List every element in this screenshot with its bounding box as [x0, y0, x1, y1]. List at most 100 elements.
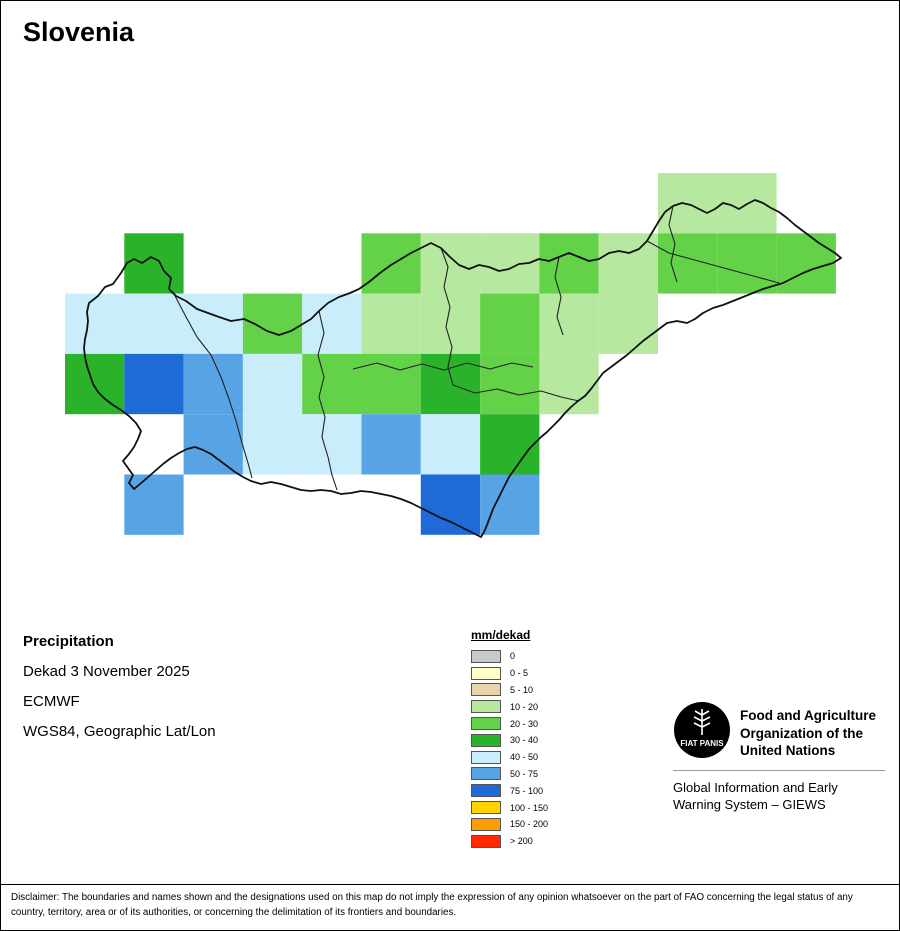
precip-cell	[658, 173, 718, 234]
precip-cell	[480, 414, 540, 475]
precip-cell	[480, 233, 540, 294]
legend-row: 50 - 75	[471, 766, 548, 783]
legend-label: 100 - 150	[510, 802, 549, 813]
fao-header: FIAT PANIS Food and Agriculture Organiza…	[673, 701, 885, 760]
legend-swatch	[471, 767, 501, 781]
legend-swatch	[471, 834, 501, 848]
giews-label: Global Information and Early Warning Sys…	[673, 779, 885, 814]
precip-cell	[776, 233, 836, 294]
precip-cell	[361, 233, 421, 294]
precip-cell	[302, 353, 362, 415]
precip-cell	[717, 233, 777, 294]
legend-label: 30 - 40	[510, 735, 539, 746]
precip-cell	[183, 293, 243, 354]
precip-cell	[124, 474, 184, 535]
legend-label: 150 - 200	[510, 819, 549, 830]
precip-cell	[361, 293, 421, 354]
legend-label: 10 - 20	[510, 701, 539, 712]
disclaimer-text: Disclaimer: The boundaries and names sho…	[11, 892, 853, 918]
precip-cell	[242, 414, 303, 475]
precip-cell	[598, 293, 658, 354]
legend-row: 0	[471, 648, 548, 665]
legend-title: mm/dekad	[471, 628, 531, 642]
legend-row: 150 - 200	[471, 816, 548, 833]
precip-cell	[539, 353, 599, 415]
precip-cell	[420, 233, 481, 294]
legend-rows: 0 0 - 5 5 - 10 10 - 20 20 - 30 30 - 40 40 - 50…	[471, 648, 548, 850]
map-info-block: Precipitation Dekad 3 November 2025 ECMW…	[23, 633, 216, 753]
country-borders	[83, 199, 842, 538]
precip-cell	[302, 414, 362, 475]
precip-cell	[420, 353, 481, 415]
legend-swatch	[471, 666, 501, 680]
precip-cell	[361, 353, 421, 415]
precip-cell	[183, 353, 243, 415]
legend-swatch	[471, 733, 501, 747]
legend-label: 0	[510, 651, 516, 662]
precip-cell	[539, 233, 599, 294]
precip-cell	[65, 293, 125, 354]
fao-logo-icon: FIAT PANIS	[674, 702, 730, 758]
precip-cell	[183, 414, 243, 475]
giews-line: Warning System – GIEWS	[673, 797, 826, 813]
fao-block: FIAT PANIS Food and Agriculture Organiza…	[673, 701, 885, 814]
legend-swatch	[471, 700, 501, 714]
legend-swatch	[471, 801, 501, 815]
precip-cell	[420, 293, 481, 354]
info-source: ECMWF	[23, 693, 80, 710]
fao-org-line: Organization of the	[740, 725, 863, 741]
giews-line: Global Information and Early	[673, 779, 838, 795]
precip-cell	[242, 293, 303, 354]
precip-cell	[124, 293, 184, 354]
legend-row: 75 - 100	[471, 782, 548, 799]
precip-cell	[598, 233, 658, 294]
legend-row: 10 - 20	[471, 698, 548, 715]
legend-swatch	[471, 817, 501, 831]
precip-cell	[302, 293, 362, 354]
legend-label: 40 - 50	[510, 752, 539, 763]
legend-swatch	[471, 649, 501, 663]
precip-cell	[420, 474, 481, 535]
legend-row: 40 - 50	[471, 749, 548, 766]
legend-swatch	[471, 717, 501, 731]
legend-row: 20 - 30	[471, 715, 548, 732]
legend-label: 50 - 75	[510, 768, 539, 779]
legend-label: 5 - 10	[510, 684, 534, 695]
legend-swatch	[471, 683, 501, 697]
precip-cell	[361, 414, 421, 475]
fao-separator	[673, 769, 885, 771]
legend-row: > 200	[471, 833, 548, 850]
legend-label: 20 - 30	[510, 718, 539, 729]
fao-org-line: Food and Agriculture	[740, 708, 876, 723]
disclaimer-section: Disclaimer: The boundaries and names sho…	[1, 884, 899, 920]
precip-cell	[480, 474, 540, 535]
precip-cells-layer	[65, 173, 836, 535]
info-heading: Precipitation	[23, 633, 114, 650]
legend-label: 75 - 100	[510, 785, 544, 796]
legend-row: 100 - 150	[471, 799, 548, 816]
fao-org-line: United Nations	[740, 743, 836, 759]
legend-label: 0 - 5	[510, 668, 529, 679]
legend-label: > 200	[510, 836, 533, 847]
precip-cell	[420, 414, 481, 475]
legend-row: 0 - 5	[471, 665, 548, 682]
precip-cell	[124, 233, 184, 294]
legend-row: 5 - 10	[471, 682, 548, 699]
precip-cell	[65, 353, 125, 415]
info-projection: WGS84, Geographic Lat/Lon	[23, 723, 216, 740]
slovenia-map	[65, 173, 842, 538]
precip-cell	[480, 293, 540, 354]
legend-swatch	[471, 750, 501, 764]
legend: mm/dekad 0 0 - 5 5 - 10 10 - 20 20 - 30 30 - …	[471, 628, 548, 850]
legend-swatch	[471, 784, 501, 798]
precip-cell	[539, 293, 599, 354]
fao-motto-text: FIAT PANIS	[680, 739, 724, 748]
fao-org-name: Food and Agriculture Organization of the…	[740, 701, 876, 760]
precip-cell	[480, 353, 540, 415]
page-title: Slovenia	[23, 17, 135, 47]
legend-row: 30 - 40	[471, 732, 548, 749]
info-dekad: Dekad 3 November 2025	[23, 663, 190, 680]
precip-cell	[242, 353, 303, 415]
precip-cell	[124, 353, 184, 415]
